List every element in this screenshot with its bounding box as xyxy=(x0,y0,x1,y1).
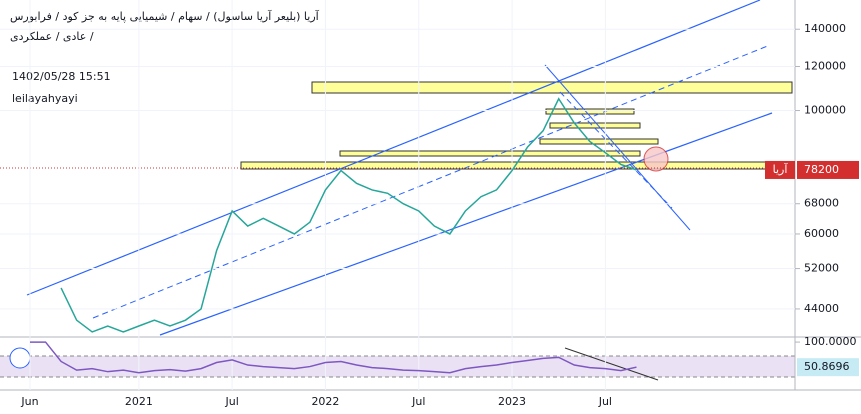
series-name-tag xyxy=(765,160,795,179)
zone xyxy=(311,81,793,94)
y-tick-label: 100000 xyxy=(804,104,846,117)
price-tag xyxy=(797,160,859,179)
y-tick-label: 100.0000 xyxy=(804,335,857,348)
x-tick-label: 2022 xyxy=(311,395,339,408)
chart-subtitle: عادی / عملکردی / xyxy=(10,30,94,43)
y-tick-label: 140000 xyxy=(804,22,846,35)
annotation: leilayahyayi xyxy=(12,92,78,105)
trend-line xyxy=(544,64,691,231)
zone xyxy=(539,138,659,145)
x-tick-label: Jun xyxy=(20,395,38,408)
zone xyxy=(545,108,635,115)
y-tick-label: 52000 xyxy=(804,262,839,275)
x-tick-label: 2021 xyxy=(125,395,153,408)
y-tick-label: 44000 xyxy=(804,302,839,315)
legend-entry: آریا xyxy=(773,162,789,176)
x-tick-label: 2023 xyxy=(498,395,526,408)
zone xyxy=(339,150,641,157)
price-tag xyxy=(797,358,859,377)
rsi-trend xyxy=(564,347,659,381)
y-tick-label: 60000 xyxy=(804,227,839,240)
x-tick-label: Jul xyxy=(225,395,239,408)
y-tick-label: 68000 xyxy=(804,197,839,210)
x-tick-label: Jul xyxy=(598,395,612,408)
price-tag-label: 78200 xyxy=(804,163,839,176)
annotation: 1402/05/28 15:51 xyxy=(12,70,111,83)
drawings xyxy=(0,0,861,391)
marker-circle xyxy=(643,146,669,172)
price-tag-label: 50.8696 xyxy=(804,360,850,373)
channel-line xyxy=(159,112,773,336)
series-line xyxy=(60,97,637,333)
x-tick-label: Jul xyxy=(411,395,425,408)
rsi-band xyxy=(0,356,795,377)
trend-line xyxy=(559,91,673,209)
zone xyxy=(549,122,641,129)
icon xyxy=(9,347,31,369)
chart-title: آریا (بلیعر آریا ساسول) / سهام / شیمیایی… xyxy=(10,9,320,23)
y-tick-label: 120000 xyxy=(804,59,846,72)
channel-mid xyxy=(92,44,771,319)
series-line xyxy=(30,341,637,374)
channel-line xyxy=(26,0,761,296)
